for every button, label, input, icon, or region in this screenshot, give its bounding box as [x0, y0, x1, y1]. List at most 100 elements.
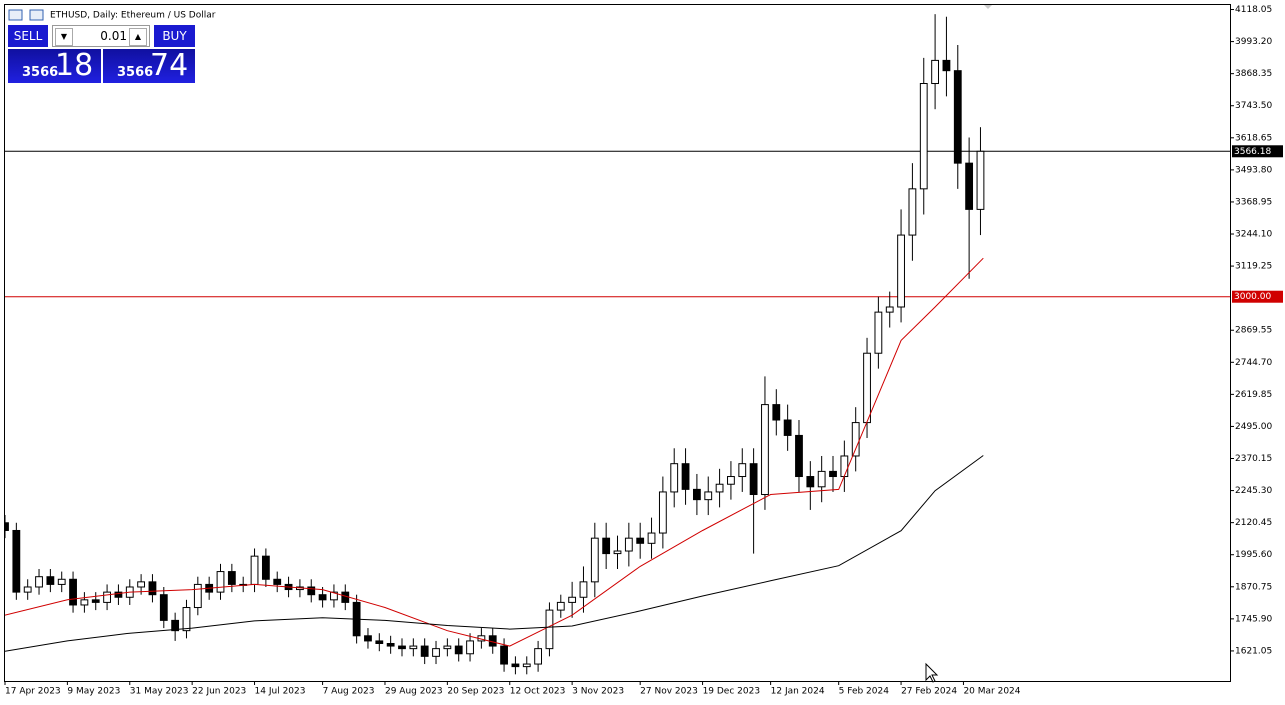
candle-body	[976, 150, 985, 210]
candle	[466, 633, 474, 662]
x-tick-label: 9 May 2023	[67, 687, 120, 697]
candle	[670, 448, 679, 508]
candle-body	[182, 607, 191, 632]
candle	[91, 592, 100, 611]
sell-button[interactable]: SELL	[8, 25, 48, 47]
x-tick-label: 12 Oct 2023	[510, 687, 566, 697]
candle	[624, 522, 633, 567]
candle-body	[171, 619, 180, 632]
candle	[579, 566, 588, 613]
candle	[500, 638, 508, 672]
candle	[114, 584, 123, 605]
candle	[227, 563, 236, 593]
candle	[749, 448, 758, 554]
x-tick-label: 27 Feb 2024	[901, 687, 957, 697]
candle	[874, 296, 883, 369]
candle-body	[307, 586, 316, 596]
lot-up[interactable]: ▲	[129, 28, 147, 46]
candle	[636, 522, 645, 559]
candle	[704, 476, 713, 516]
candle-body	[670, 463, 679, 493]
y-tick-label: 3993.20	[1235, 37, 1272, 47]
candle-body	[364, 635, 372, 642]
x-tick-label: 31 May 2023	[130, 687, 189, 697]
candle-body	[500, 645, 508, 665]
candle	[250, 548, 259, 593]
x-tick-label: 20 Mar 2024	[963, 687, 1020, 697]
candle	[273, 571, 282, 593]
candle	[965, 137, 974, 279]
candle	[545, 602, 554, 657]
candle-body	[919, 83, 928, 190]
candle-body	[114, 591, 123, 598]
trade-panel: SELL ▼ 0.01 ▲ BUY 3566 18 3566 74	[8, 25, 195, 83]
candle	[953, 44, 962, 189]
candle	[727, 461, 735, 500]
x-tick-label: 12 Jan 2024	[771, 687, 825, 697]
candle-body	[874, 311, 883, 354]
candle	[386, 635, 395, 654]
y-tick-label: 3244.10	[1235, 230, 1272, 240]
candle-body	[80, 599, 89, 606]
candle	[193, 576, 202, 616]
x-tick-label: 14 Jul 2023	[255, 687, 306, 697]
candle-body	[69, 578, 77, 606]
ma-line	[5, 257, 984, 647]
candle	[681, 448, 690, 505]
y-tick-label: 2245.30	[1235, 486, 1272, 496]
candle-body	[624, 537, 633, 552]
candle	[5, 515, 9, 539]
x-tick-label: 29 Aug 2023	[385, 687, 443, 697]
candle-body	[420, 645, 429, 657]
candle	[420, 638, 429, 665]
ma-line	[5, 455, 984, 652]
candle-body	[965, 162, 974, 210]
candle-body	[579, 581, 588, 598]
candle	[647, 517, 656, 559]
candle-body	[227, 571, 236, 585]
candle	[919, 57, 928, 215]
lot-down[interactable]: ▼	[55, 28, 73, 46]
candle	[692, 473, 701, 516]
candle	[182, 599, 191, 639]
y-tick-label: 1621.05	[1235, 646, 1272, 656]
candle-body	[556, 601, 565, 611]
candle	[761, 376, 769, 510]
candle	[398, 638, 406, 657]
candle-body	[46, 576, 55, 585]
candle-body	[761, 404, 769, 496]
candle-body	[137, 581, 146, 588]
price-label: 3000.00	[1234, 292, 1271, 302]
y-tick-label: 3119.25	[1235, 262, 1272, 272]
candle-body	[534, 648, 543, 665]
menu-icons[interactable]	[8, 9, 44, 21]
candle	[216, 563, 225, 600]
buy-price-main: 3566	[117, 65, 154, 80]
candle	[613, 535, 622, 570]
buy-price[interactable]: 3566 74	[103, 48, 195, 83]
candle	[590, 522, 599, 598]
buy-price-pips: 74	[150, 48, 189, 83]
candle	[80, 592, 89, 613]
sell-price[interactable]: 3566 18	[8, 48, 101, 83]
lot-input[interactable]: ▼ 0.01 ▲	[52, 25, 150, 47]
candle-body	[375, 640, 384, 644]
buy-button[interactable]: BUY	[154, 25, 195, 47]
lot-value[interactable]: 0.01	[100, 29, 127, 43]
candle	[261, 548, 270, 587]
candle	[976, 127, 985, 236]
price-label: 3566.18	[1234, 147, 1271, 157]
candle-body	[817, 470, 826, 488]
candle	[23, 579, 32, 600]
candle-body	[522, 663, 531, 668]
candle-body	[250, 555, 259, 585]
x-tick-label: 22 Jun 2023	[192, 687, 246, 697]
candle-body	[681, 463, 690, 490]
candle	[738, 448, 747, 492]
candle	[817, 455, 826, 503]
plot-area	[5, 14, 1230, 675]
chart-title: ETHUSD, Daily: Ethereum / US Dollar	[50, 11, 216, 21]
candle-body	[840, 455, 849, 478]
